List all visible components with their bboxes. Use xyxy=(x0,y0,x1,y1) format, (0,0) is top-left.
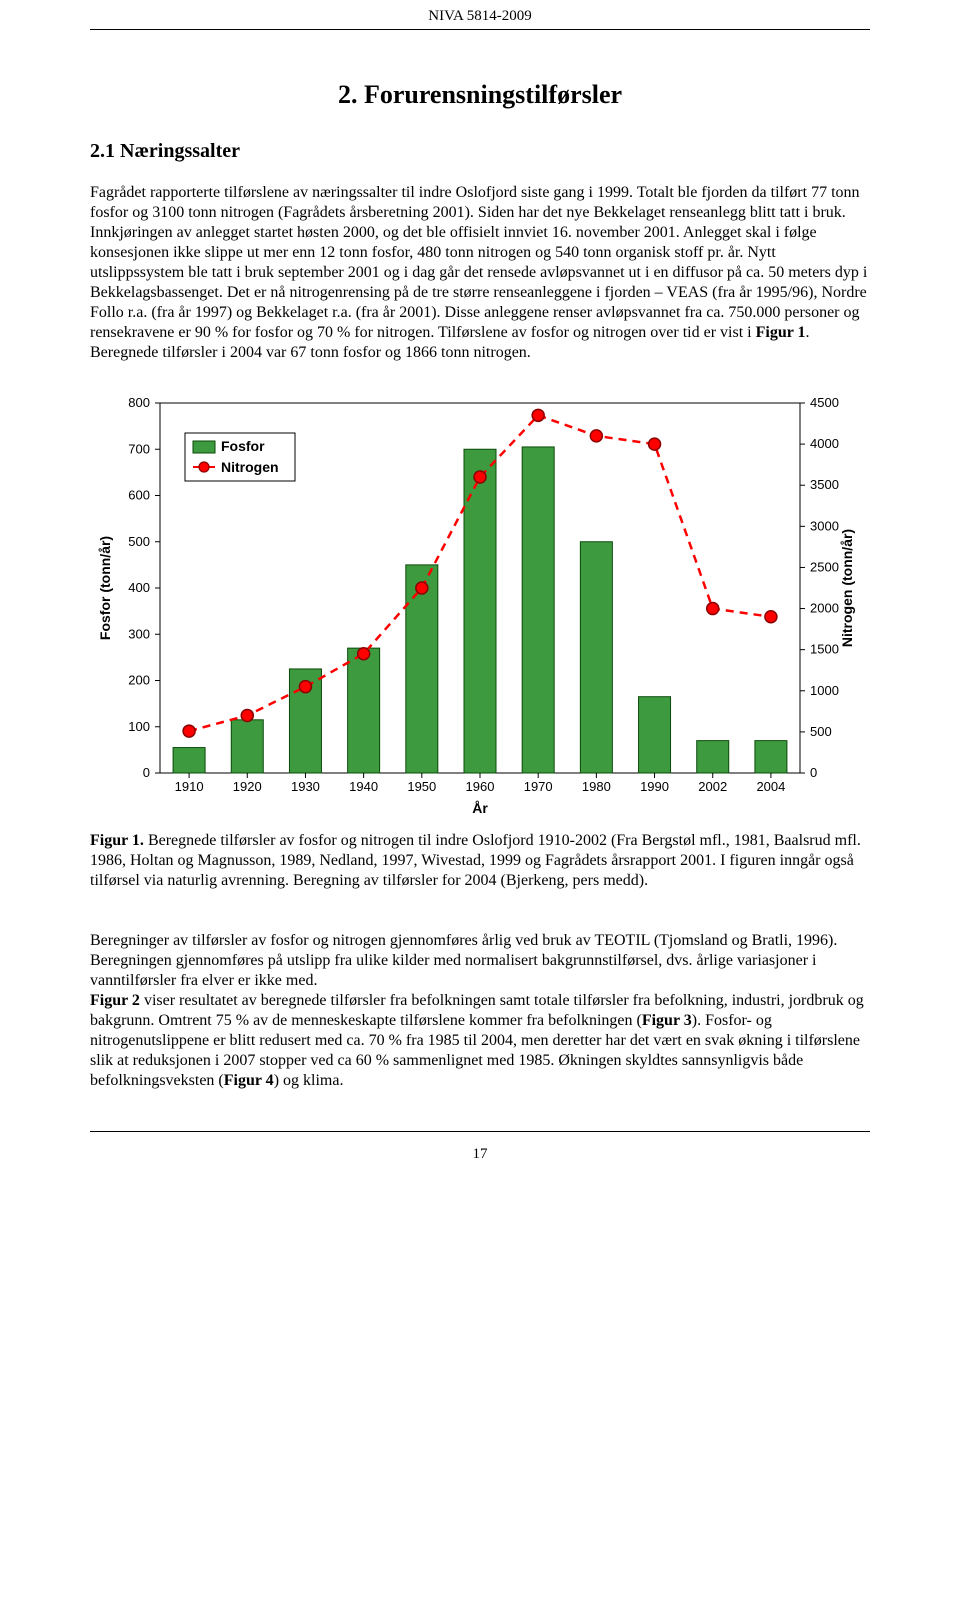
subsection-title: 2.1 Næringssalter xyxy=(90,140,870,163)
svg-text:100: 100 xyxy=(128,719,150,734)
figure-ref: Figur 3 xyxy=(642,1012,692,1029)
svg-text:1950: 1950 xyxy=(407,779,436,794)
report-header: NIVA 5814-2009 xyxy=(90,0,870,29)
page-number: 17 xyxy=(90,1132,870,1177)
divider-top xyxy=(90,29,870,30)
svg-text:3000: 3000 xyxy=(810,518,839,533)
figure-1-chart: 0 100 200 300 400 500 600 700 800 0 500 1000 1500 200… xyxy=(90,393,870,823)
svg-text:700: 700 xyxy=(128,441,150,456)
body-text: Beregninger av tilførsler av fosfor og n… xyxy=(90,932,837,989)
svg-text:600: 600 xyxy=(128,488,150,503)
body-paragraph-1: Fagrådet rapporterte tilførslene av næri… xyxy=(90,183,870,363)
section-title: 2. Forurensningstilførsler xyxy=(90,80,870,110)
svg-text:2000: 2000 xyxy=(810,601,839,616)
svg-text:0: 0 xyxy=(143,765,150,780)
svg-text:500: 500 xyxy=(128,534,150,549)
svg-text:2004: 2004 xyxy=(756,779,785,794)
figure-ref: Figur 4 xyxy=(224,1072,274,1089)
svg-text:300: 300 xyxy=(128,626,150,641)
svg-text:200: 200 xyxy=(128,673,150,688)
svg-text:Fosfor (tonn/år): Fosfor (tonn/år) xyxy=(97,536,113,640)
figure-1-caption: Figur 1. Beregnede tilførsler av fosfor … xyxy=(90,831,870,891)
svg-text:400: 400 xyxy=(128,580,150,595)
svg-text:1500: 1500 xyxy=(810,642,839,657)
svg-text:1960: 1960 xyxy=(466,779,495,794)
body-paragraph-2: Beregninger av tilførsler av fosfor og n… xyxy=(90,931,870,1091)
svg-text:3500: 3500 xyxy=(810,477,839,492)
svg-text:800: 800 xyxy=(128,395,150,410)
caption-label: Figur 1. xyxy=(90,832,144,849)
svg-text:1990: 1990 xyxy=(640,779,669,794)
svg-text:1910: 1910 xyxy=(175,779,204,794)
svg-text:0: 0 xyxy=(810,765,817,780)
svg-text:Nitrogen (tonn/år): Nitrogen (tonn/år) xyxy=(839,529,855,647)
svg-text:4500: 4500 xyxy=(810,395,839,410)
svg-text:1980: 1980 xyxy=(582,779,611,794)
figure-ref: Figur 1 xyxy=(756,324,806,341)
svg-text:Nitrogen: Nitrogen xyxy=(221,459,279,475)
svg-text:4000: 4000 xyxy=(810,436,839,451)
svg-text:500: 500 xyxy=(810,724,832,739)
svg-text:2500: 2500 xyxy=(810,559,839,574)
svg-text:1920: 1920 xyxy=(233,779,262,794)
svg-text:1000: 1000 xyxy=(810,683,839,698)
svg-text:1930: 1930 xyxy=(291,779,320,794)
svg-text:1940: 1940 xyxy=(349,779,378,794)
body-text: Fagrådet rapporterte tilførslene av næri… xyxy=(90,184,867,341)
figure-ref: Figur 2 xyxy=(90,992,140,1009)
body-text: ) og klima. xyxy=(274,1072,344,1089)
svg-text:År: År xyxy=(472,800,488,816)
caption-text: Beregnede tilførsler av fosfor og nitrog… xyxy=(90,832,861,889)
svg-text:1970: 1970 xyxy=(524,779,553,794)
svg-text:Fosfor: Fosfor xyxy=(221,438,265,454)
svg-text:2002: 2002 xyxy=(698,779,727,794)
